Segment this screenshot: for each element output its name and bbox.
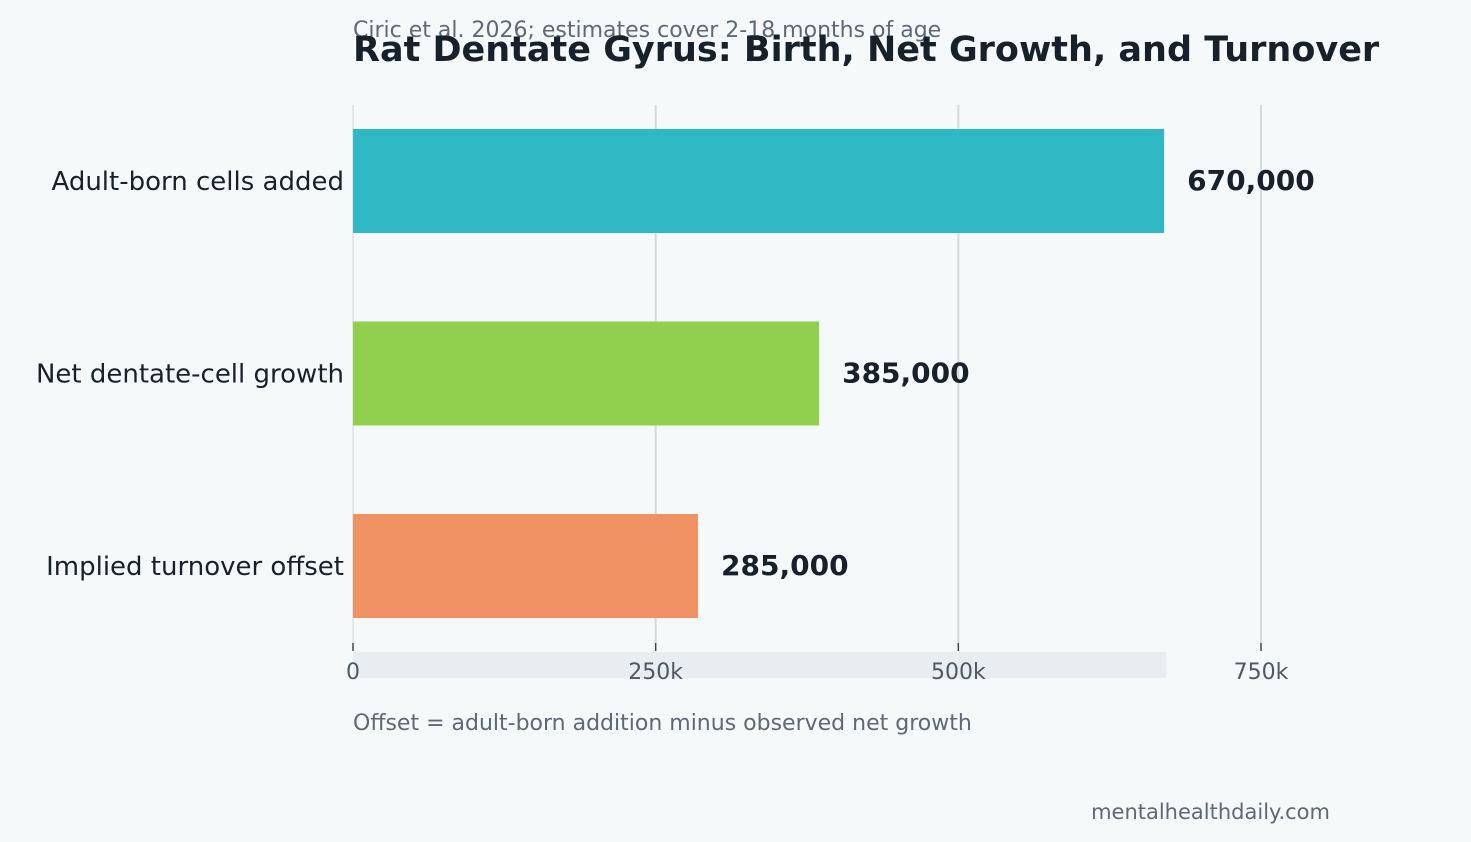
x-tick-label: 500k xyxy=(931,660,986,685)
source-credit: mentalhealthdaily.com xyxy=(1091,800,1330,824)
x-tick-label: 750k xyxy=(1234,660,1289,685)
bar xyxy=(353,321,820,426)
x-tick-label: 0 xyxy=(346,660,360,685)
bar xyxy=(353,514,699,618)
x-axis-band xyxy=(353,652,1167,678)
x-axis-ticks: 0 250k 500k 750k xyxy=(346,643,1289,685)
category-label: Net dentate-cell growth xyxy=(36,360,344,390)
chart-note: Offset = adult-born addition minus obser… xyxy=(353,711,972,736)
bar-value-label: 385,000 xyxy=(842,357,970,390)
value-labels: 670,000 385,000 285,000 xyxy=(721,164,1315,582)
bars xyxy=(353,129,1165,618)
chart-subtitle: Ciric et al. 2026; estimates cover 2-18 … xyxy=(353,18,941,43)
bar-value-label: 670,000 xyxy=(1187,164,1315,197)
category-labels: Adult-born cells added Net dentate-cell g… xyxy=(36,167,344,582)
category-label: Implied turnover offset xyxy=(46,552,344,582)
category-label: Adult-born cells added xyxy=(52,167,345,197)
x-tick-label: 250k xyxy=(628,660,683,685)
chart-title: Rat Dentate Gyrus: Birth, Net Growth, an… xyxy=(353,30,1380,70)
bar-value-label: 285,000 xyxy=(721,549,849,582)
bar xyxy=(353,129,1165,233)
